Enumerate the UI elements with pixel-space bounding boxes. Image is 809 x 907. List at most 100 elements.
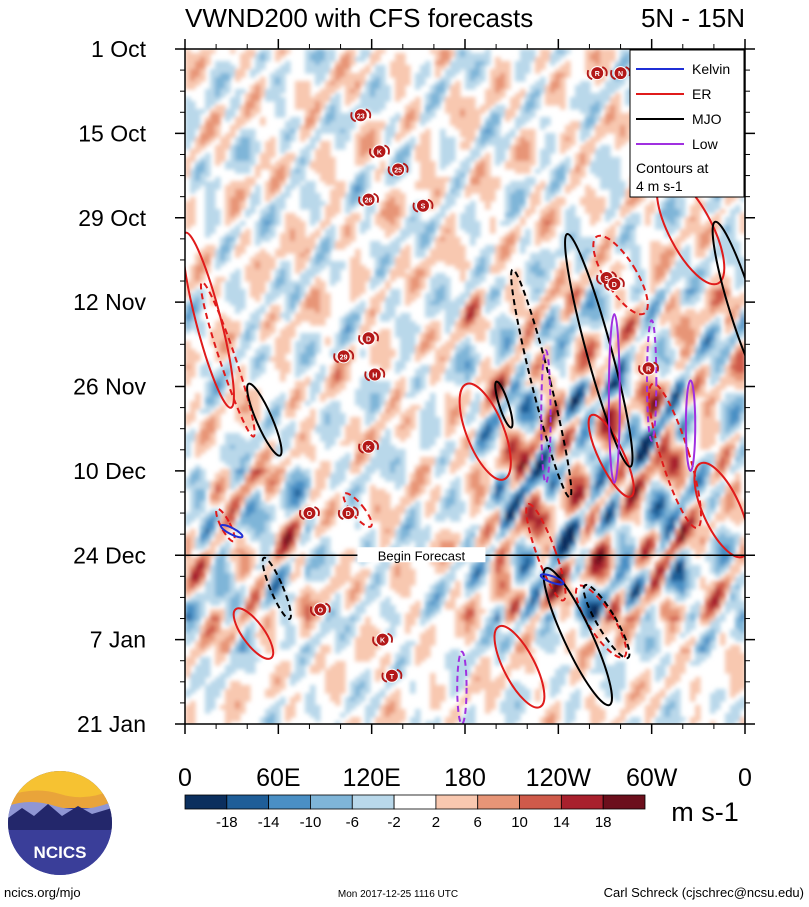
field-cell [300,421,306,426]
field-cell [345,457,351,462]
field-cell [205,173,211,178]
field-cell [295,165,301,170]
field-cell [295,477,301,482]
field-cell [390,509,396,514]
field-cell [320,625,326,630]
field-cell [390,201,396,206]
field-cell [235,465,241,470]
field-cell [190,685,196,690]
field-cell [225,461,231,466]
field-cell [425,61,431,66]
field-cell [325,341,331,346]
field-cell [240,345,246,350]
field-cell [315,317,321,322]
field-cell [370,277,376,282]
field-cell [200,469,206,474]
field-cell [355,81,361,86]
field-cell [345,201,351,206]
field-cell [235,297,241,302]
field-cell [325,109,331,114]
field-cell [280,465,286,470]
field-cell [385,345,391,350]
field-cell [315,81,321,86]
field-cell [265,333,271,338]
field-cell [280,253,286,258]
field-cell [415,101,421,106]
field-cell [280,85,286,90]
field-cell [295,101,301,106]
field-cell [240,501,246,506]
field-cell [350,705,356,710]
field-cell [360,325,366,330]
field-cell [210,97,216,102]
field-cell [200,521,206,526]
field-cell [255,477,261,482]
field-cell [315,593,321,598]
field-cell [310,261,316,266]
field-cell [400,429,406,434]
field-cell [190,569,196,574]
field-cell [275,69,281,74]
field-cell [215,425,221,430]
field-cell [415,221,421,226]
field-cell [220,561,226,566]
field-cell [275,293,281,298]
field-cell [235,145,241,150]
field-cell [200,473,206,478]
field-cell [200,545,206,550]
field-cell [265,313,271,318]
field-cell [200,637,206,642]
field-cell [400,377,406,382]
field-cell [200,449,206,454]
field-cell [300,625,306,630]
field-cell [385,297,391,302]
field-cell [405,69,411,74]
field-cell [405,149,411,154]
field-cell [265,321,271,326]
field-cell [280,313,286,318]
field-cell [210,625,216,630]
field-cell [185,585,191,590]
field-cell [235,501,241,506]
field-cell [275,541,281,546]
field-cell [275,717,281,722]
field-cell [250,537,256,542]
field-cell [300,653,306,658]
field-cell [335,721,341,724]
field-cell [305,133,311,138]
field-cell [210,637,216,642]
field-cell [280,557,286,562]
field-cell [245,505,251,510]
field-cell [235,713,241,718]
field-cell [315,301,321,306]
field-cell [380,341,386,346]
field-cell [205,389,211,394]
field-cell [220,493,226,498]
field-cell [245,109,251,114]
field-cell [225,361,231,366]
field-cell [415,405,421,410]
field-cell [295,321,301,326]
field-cell [370,509,376,514]
field-cell [205,513,211,518]
field-cell [380,165,386,170]
field-cell [320,421,326,426]
field-cell [285,125,291,130]
field-cell [185,321,191,326]
field-cell [250,493,256,498]
field-cell [305,253,311,258]
field-cell [350,233,356,238]
field-cell [195,617,201,622]
field-cell [300,661,306,666]
field-cell [215,645,221,650]
field-cell [265,237,271,242]
field-cell [335,133,341,138]
field-cell [260,257,266,262]
field-cell [295,669,301,674]
field-cell [355,653,361,658]
field-cell [350,597,356,602]
field-cell [315,197,321,202]
field-cell [325,517,331,522]
field-cell [295,605,301,610]
field-cell [275,269,281,274]
